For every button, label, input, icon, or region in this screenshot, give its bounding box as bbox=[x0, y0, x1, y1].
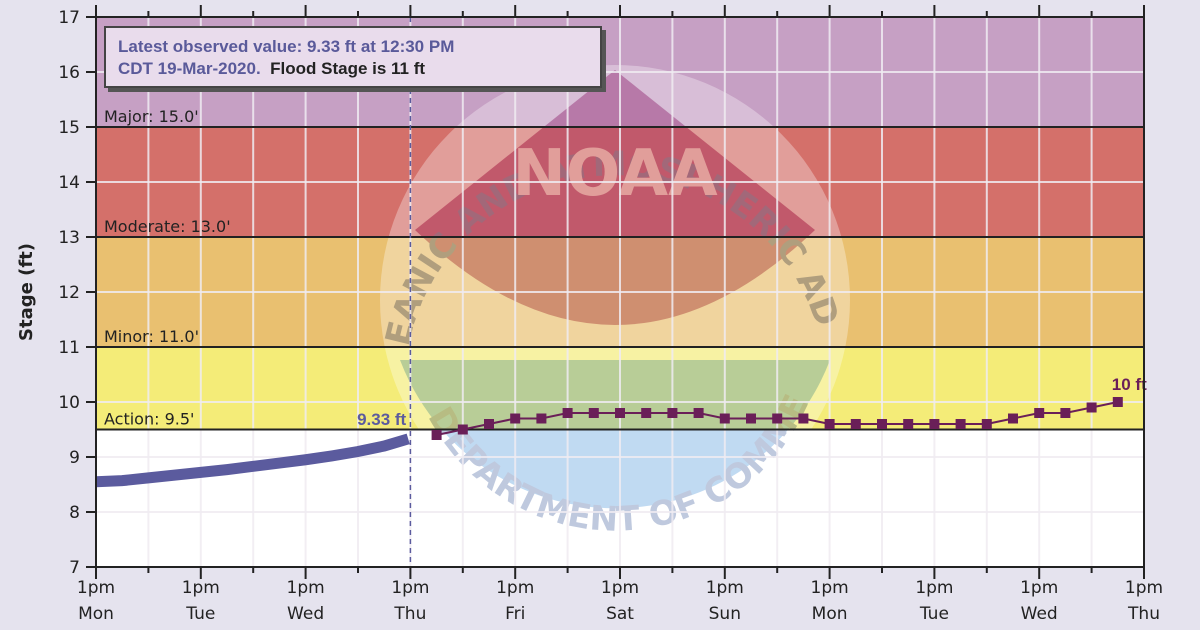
y-tick-label: 8 bbox=[69, 503, 80, 523]
forecast-point bbox=[1034, 408, 1045, 418]
forecast-point bbox=[877, 419, 887, 429]
band-label-2: Moderate: 13.0' bbox=[104, 217, 231, 236]
x-tick-label-time: 1pm bbox=[287, 578, 325, 598]
x-tick-label-time: 1pm bbox=[182, 578, 220, 598]
band-label-0: Action: 9.5' bbox=[104, 410, 194, 429]
x-tick-label-day: Sat bbox=[606, 604, 634, 624]
flood-category-lines: Action: 9.5' Minor: 11.0' Moderate: 13.0' M… bbox=[96, 107, 1144, 431]
x-tick-label-day: Wed bbox=[1021, 604, 1058, 624]
forecast-point bbox=[667, 408, 678, 418]
forecast-point bbox=[615, 408, 625, 418]
band-label-3: Major: 15.0' bbox=[104, 107, 199, 126]
grid-lines bbox=[96, 17, 1144, 567]
forecast-point bbox=[510, 413, 521, 424]
y-tick-label: 7 bbox=[69, 558, 80, 578]
forecast-point bbox=[824, 419, 835, 429]
x-tick-label-time: 1pm bbox=[601, 578, 639, 598]
y-tick-label: 15 bbox=[58, 118, 80, 138]
forecast-point bbox=[588, 408, 599, 418]
x-tick-label-time: 1pm bbox=[811, 578, 849, 598]
forecast-point bbox=[641, 408, 652, 418]
forecast-point bbox=[798, 413, 809, 424]
y-tick-label: 9 bbox=[69, 448, 80, 468]
forecast-point bbox=[431, 430, 442, 440]
y-tick-label: 14 bbox=[58, 173, 80, 193]
x-tick-label-day: Sun bbox=[709, 604, 741, 624]
x-tick-label-time: 1pm bbox=[496, 578, 534, 598]
forecast-point bbox=[1060, 408, 1071, 418]
x-tick-label-day: Wed bbox=[287, 604, 324, 624]
y-tick-label: 17 bbox=[58, 8, 80, 28]
forecast-last-label: 10 ft bbox=[1112, 375, 1147, 394]
x-tick-label-time: 1pm bbox=[391, 578, 429, 598]
forecast-point bbox=[1008, 413, 1018, 424]
flood-stage-text: Flood Stage is 11 ft bbox=[270, 59, 426, 78]
y-axis-label: Stage (ft) bbox=[16, 243, 37, 341]
x-tick-label-day: Tue bbox=[919, 604, 949, 624]
forecast-point bbox=[746, 413, 756, 424]
x-tick-label-time: 1pm bbox=[77, 578, 115, 598]
x-tick-label-day: Thu bbox=[393, 604, 426, 624]
observed-line bbox=[95, 433, 410, 488]
forecast-point bbox=[981, 419, 992, 429]
y-tick-label: 16 bbox=[58, 63, 80, 83]
x-tick-label-time: 1pm bbox=[1125, 578, 1163, 598]
forecast-point bbox=[1086, 402, 1097, 413]
x-tick-label-time: 1pm bbox=[1020, 578, 1058, 598]
band-label-1: Minor: 11.0' bbox=[104, 327, 199, 346]
y-tick-label: 10 bbox=[58, 393, 80, 413]
forecast-point bbox=[955, 419, 966, 429]
latest-value-legend: Latest observed value: 9.33 ft at 12:30 … bbox=[104, 26, 602, 88]
x-tick-label-day: Mon bbox=[812, 604, 848, 624]
watermark-blue-lower bbox=[400, 360, 830, 509]
x-tick-label-time: 1pm bbox=[706, 578, 744, 598]
forecast-point bbox=[536, 413, 547, 424]
x-tick-label-day: Tue bbox=[185, 604, 215, 624]
forecast-point bbox=[457, 424, 468, 435]
forecast-point bbox=[719, 413, 730, 424]
legend-line-2: CDT 19-Mar-2020. Flood Stage is 11 ft bbox=[118, 58, 588, 80]
axes: 7 8 9 10 11 12 13 14 15 16 17 1pm Mon 1pm Tue 1pm Wed 1pm… bbox=[58, 5, 1163, 624]
legend-line-1: Latest observed value: 9.33 ft at 12:30 … bbox=[118, 37, 455, 56]
legend-date: CDT 19-Mar-2020. bbox=[118, 59, 261, 78]
forecast-point bbox=[562, 408, 573, 418]
x-tick-label-day: Mon bbox=[78, 604, 114, 624]
y-tick-label: 11 bbox=[58, 338, 80, 358]
watermark-noaa-text: NOAA bbox=[512, 137, 718, 211]
forecast-point bbox=[1112, 397, 1123, 407]
forecast-point bbox=[772, 413, 783, 424]
forecast-point bbox=[903, 419, 914, 429]
x-tick-label-time: 1pm bbox=[915, 578, 953, 598]
forecast-point bbox=[850, 419, 861, 429]
observed-last-label: 9.33 ft bbox=[357, 410, 406, 429]
forecast-point bbox=[484, 419, 494, 429]
y-tick-label: 12 bbox=[58, 283, 80, 303]
series-layer: 9.33 ft 10 ft bbox=[95, 17, 1147, 567]
x-tick-label-day: Thu bbox=[1127, 604, 1160, 624]
forecast-point bbox=[929, 419, 940, 429]
y-tick-label: 13 bbox=[58, 228, 80, 248]
forecast-point bbox=[693, 408, 704, 418]
x-tick-label-day: Fri bbox=[505, 604, 525, 624]
